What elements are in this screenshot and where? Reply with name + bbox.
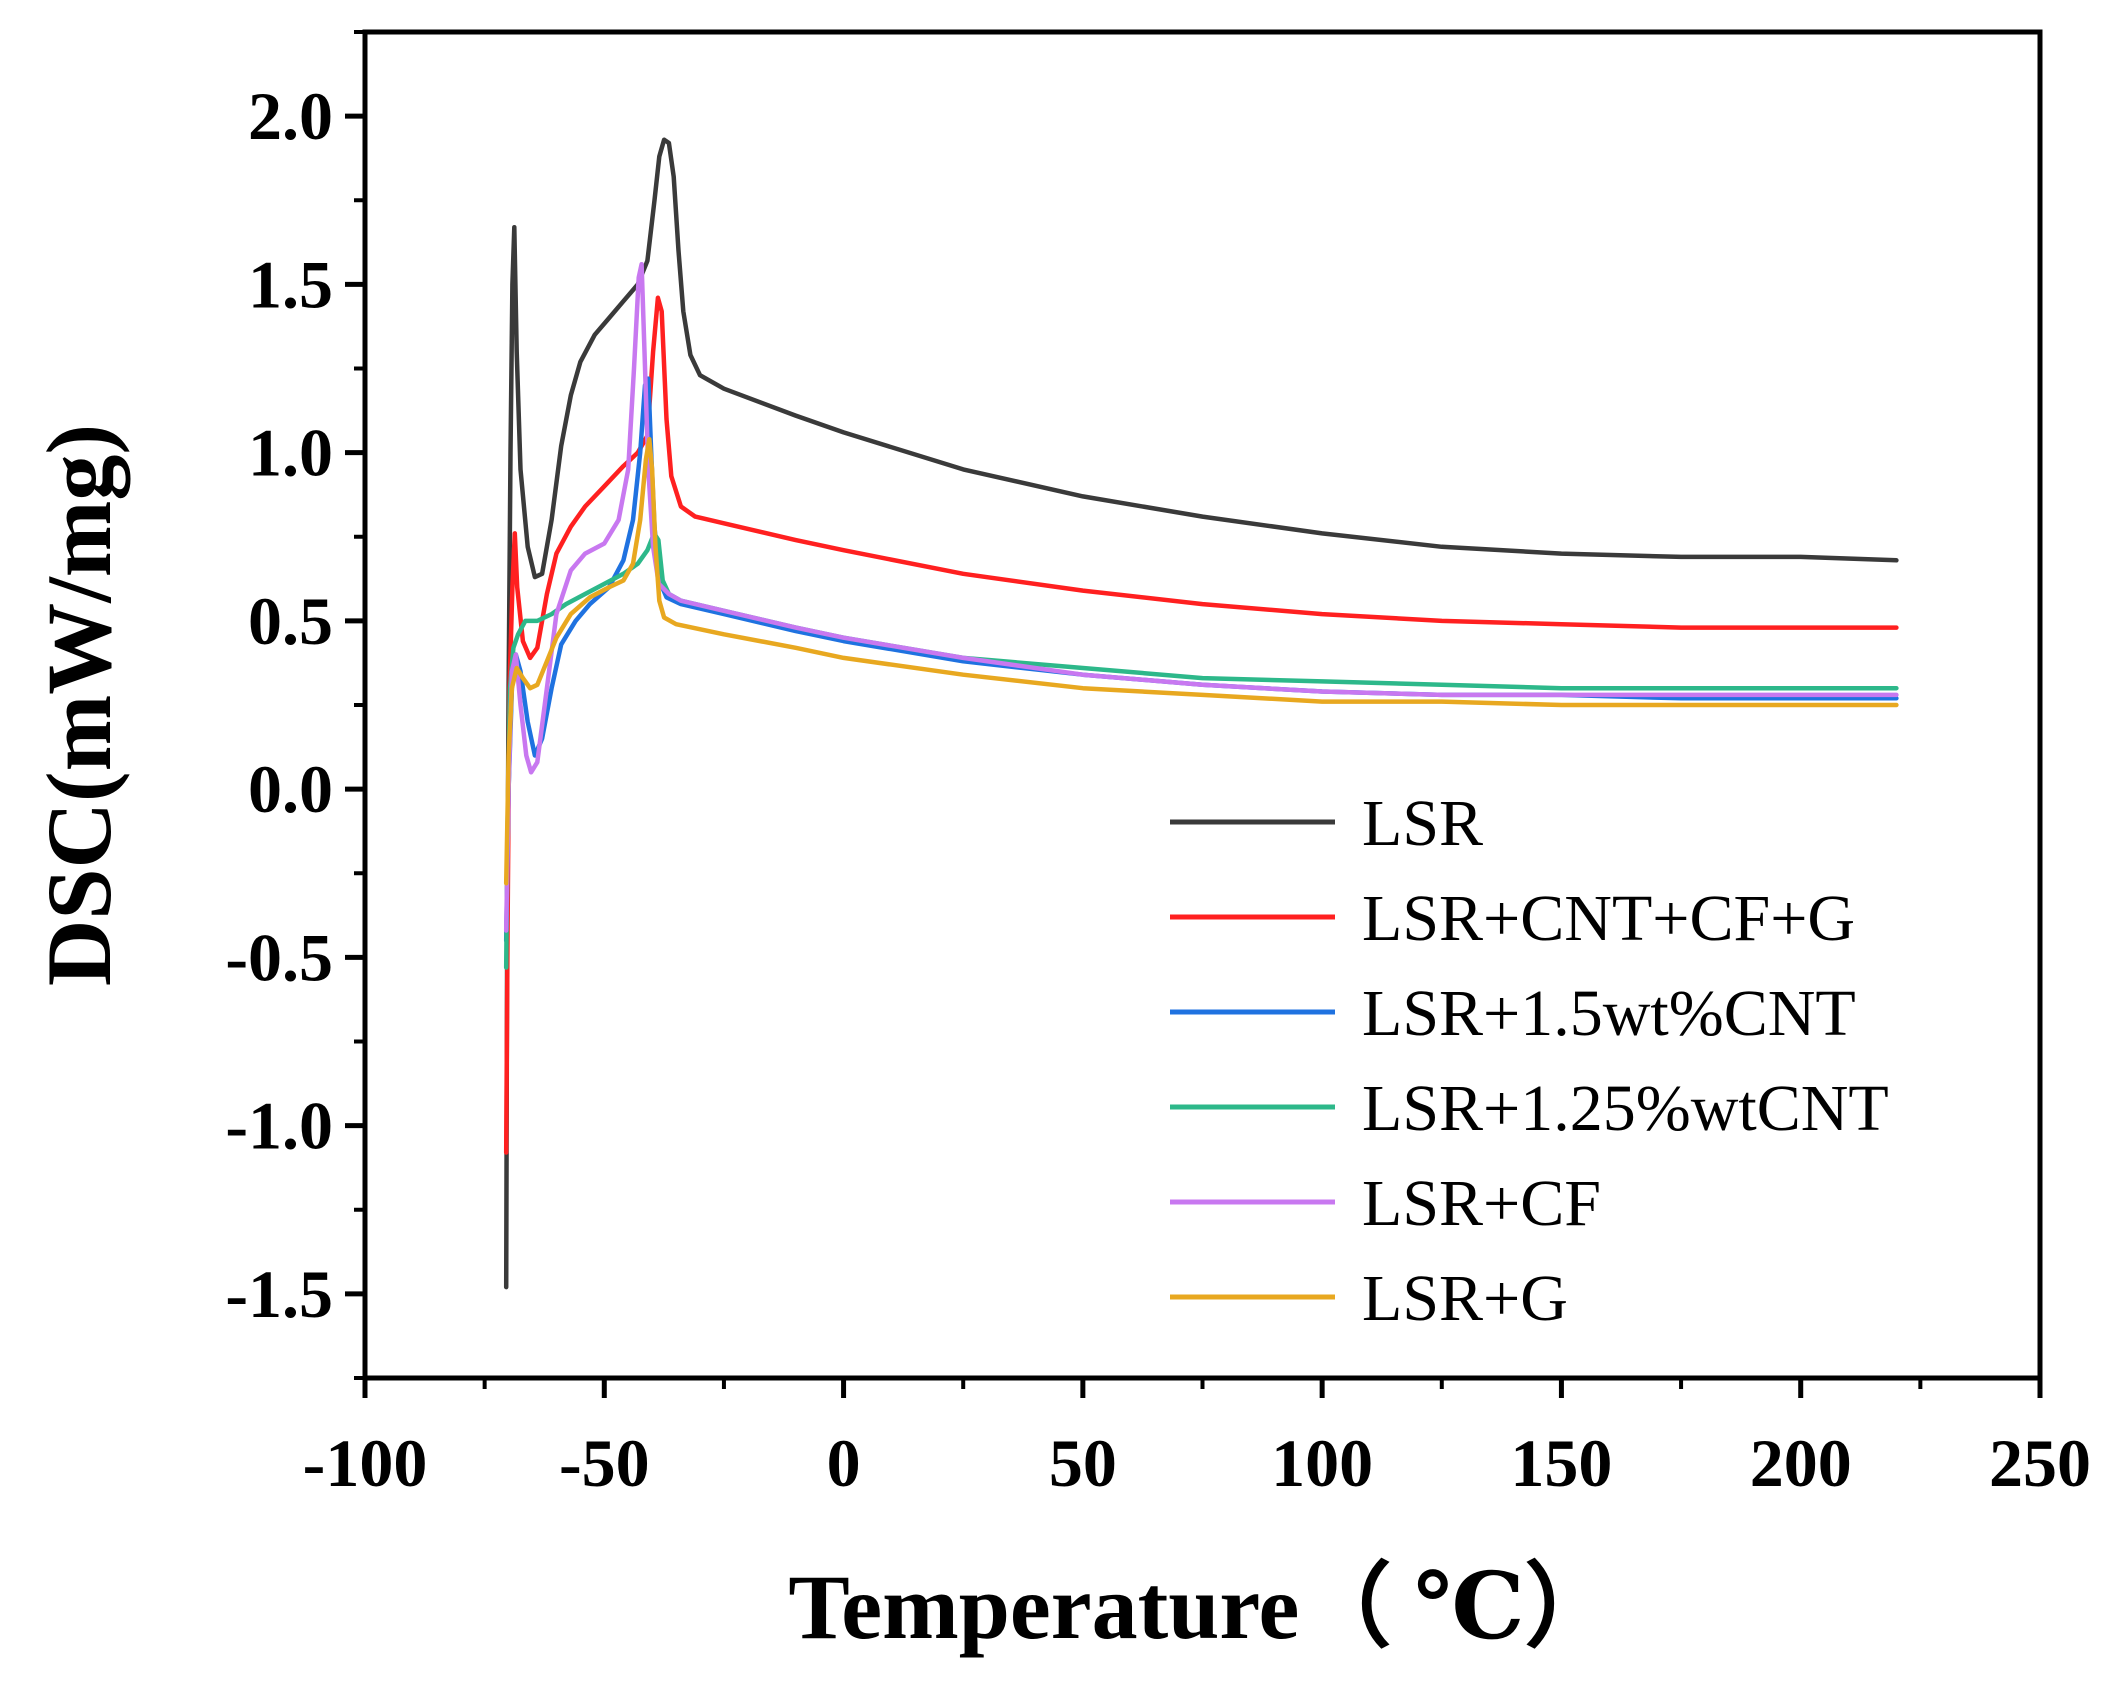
y-axis-ticks: -1.5 -1.0 -0.5 0.0 0.5 1.0 1.5 2.0: [225, 30, 365, 1380]
legend-label-6: LSR+G: [1362, 1262, 1568, 1335]
y-tick-label: 1.5: [248, 246, 333, 322]
y-tick-label: 0.5: [248, 583, 333, 659]
x-tick-label: -50: [559, 1425, 650, 1501]
y-tick-label: 2.0: [248, 78, 333, 154]
x-tick-label: 250: [1989, 1425, 2091, 1501]
series-layer: [503, 137, 1899, 1290]
y-tick-label: 1.0: [248, 415, 333, 491]
legend-label-5: LSR+CF: [1362, 1167, 1601, 1240]
legend-label-4: LSR+1.25%wtCNT: [1362, 1072, 1889, 1145]
x-tick-label: 100: [1271, 1425, 1373, 1501]
legend: LSR LSR+CNT+CF+G LSR+1.5wt%CNT LSR+1.25%wtC…: [1170, 787, 1889, 1335]
legend-label-2: LSR+CNT+CF+G: [1362, 882, 1855, 955]
x-tick-label: 200: [1750, 1425, 1852, 1501]
series-line-6: [503, 436, 1899, 886]
legend-label-3: LSR+1.5wt%CNT: [1362, 977, 1856, 1050]
x-axis-title: Temperature（ ℃）: [788, 1556, 1616, 1658]
x-tick-label: 50: [1049, 1425, 1117, 1501]
y-tick-label: -0.5: [225, 919, 333, 995]
y-tick-label: -1.5: [225, 1256, 333, 1332]
y-axis-title: DSC(mW/mg): [28, 424, 130, 986]
y-tick-label: 0.0: [248, 751, 333, 827]
x-tick-label: -100: [303, 1425, 428, 1501]
series-line-2: [503, 295, 1899, 1155]
x-tick-label: 0: [827, 1425, 861, 1501]
x-axis-ticks: -100 -50 0 50 100 150 200 250: [303, 1378, 2091, 1501]
series-line-5: [503, 261, 1899, 933]
series-line-1: [503, 137, 1899, 1290]
series-line-4: [503, 531, 1899, 970]
y-tick-label: -1.0: [225, 1088, 333, 1164]
x-tick-label: 150: [1510, 1425, 1612, 1501]
legend-label-1: LSR: [1362, 787, 1483, 860]
